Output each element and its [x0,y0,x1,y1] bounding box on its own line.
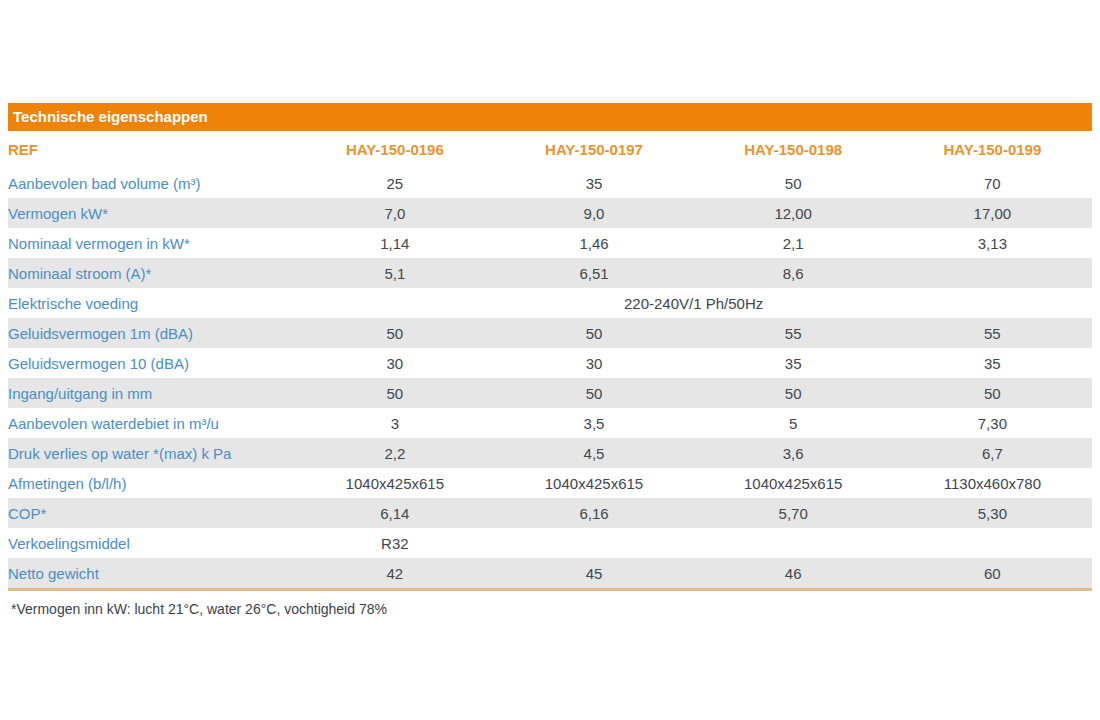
row-value [694,528,893,558]
row-value: 9,0 [494,198,693,228]
row-value: 42 [295,558,494,588]
row-value: 50 [494,318,693,348]
row-value: 8,6 [694,258,893,288]
row-value: 50 [295,318,494,348]
row-value [494,528,693,558]
row-value: 35 [494,168,693,198]
table-body: Aanbevolen bad volume (m³)25355070Vermog… [8,168,1092,588]
row-label: Aanbevolen bad volume (m³) [8,168,295,198]
row-value: 4,5 [494,438,693,468]
spec-table: REF HAY-150-0196HAY-150-0197HAY-150-0198… [8,131,1092,588]
row-value: 3 [295,408,494,438]
row-value: 7,30 [893,408,1092,438]
row-value: 30 [295,348,494,378]
row-value: 45 [494,558,693,588]
row-value: 1,14 [295,228,494,258]
table-row: Nominaal vermogen in kW*1,141,462,13,13 [8,228,1092,258]
row-value: 6,14 [295,498,494,528]
row-value: 6,51 [494,258,693,288]
row-value: 3,6 [694,438,893,468]
row-value: 50 [295,378,494,408]
row-value: 1040x425x615 [295,468,494,498]
ref-column-header: REF [8,131,295,168]
row-value: 50 [494,378,693,408]
row-value: 30 [494,348,693,378]
row-value: 5,70 [694,498,893,528]
table-row: Vermogen kW*7,09,012,0017,00 [8,198,1092,228]
table-row: Netto gewicht42454660 [8,558,1092,588]
table-row: Aanbevolen bad volume (m³)25355070 [8,168,1092,198]
row-value: 35 [694,348,893,378]
row-value: 1130x460x780 [893,468,1092,498]
product-column-header: HAY-150-0198 [694,131,893,168]
row-value: 3,5 [494,408,693,438]
page: Technische eigenschappen REF HAY-150-019… [0,0,1100,720]
row-label: Ingang/uitgang in mm [8,378,295,408]
row-label: Geluidsvermogen 1m (dBA) [8,318,295,348]
product-column-header: HAY-150-0196 [295,131,494,168]
row-value: 5,1 [295,258,494,288]
table-row: Ingang/uitgang in mm50505050 [8,378,1092,408]
row-value: 55 [893,318,1092,348]
table-header-row: REF HAY-150-0196HAY-150-0197HAY-150-0198… [8,131,1092,168]
table-row: COP*6,146,165,705,30 [8,498,1092,528]
row-value: 7,0 [295,198,494,228]
row-value [893,258,1092,288]
row-value: 70 [893,168,1092,198]
row-value: 50 [694,168,893,198]
row-label: Verkoelingsmiddel [8,528,295,558]
table-bottom-rule [8,588,1092,591]
row-label: Afmetingen (b/l/h) [8,468,295,498]
row-value: 17,00 [893,198,1092,228]
row-value: 3,13 [893,228,1092,258]
table-row: Afmetingen (b/l/h)1040x425x6151040x425x6… [8,468,1092,498]
row-value: 1040x425x615 [694,468,893,498]
row-value: 60 [893,558,1092,588]
row-label: Nominaal vermogen in kW* [8,228,295,258]
row-value: 50 [893,378,1092,408]
table-row: Nominaal stroom (A)*5,16,518,6 [8,258,1092,288]
row-label: Geluidsvermogen 10 (dBA) [8,348,295,378]
row-value: 12,00 [694,198,893,228]
row-value: 55 [694,318,893,348]
product-column-header: HAY-150-0199 [893,131,1092,168]
table-row: Aanbevolen waterdebiet in m³/u33,557,30 [8,408,1092,438]
row-value: 46 [694,558,893,588]
row-value [893,528,1092,558]
row-value: 6,7 [893,438,1092,468]
row-value: 35 [893,348,1092,378]
row-value: 5 [694,408,893,438]
table-row: Geluidsvermogen 10 (dBA)30303535 [8,348,1092,378]
row-value: 2,1 [694,228,893,258]
row-value: 50 [694,378,893,408]
row-value: R32 [295,528,494,558]
row-label: Aanbevolen waterdebiet in m³/u [8,408,295,438]
row-value: 6,16 [494,498,693,528]
table-row: Druk verlies op water *(max) k Pa2,24,53… [8,438,1092,468]
product-column-header: HAY-150-0197 [494,131,693,168]
row-span-value: 220-240V/1 Ph/50Hz [295,288,1092,318]
footnote: *Vermogen inn kW: lucht 21°C, water 26°C… [8,601,1092,617]
table-row: Elektrische voeding220-240V/1 Ph/50Hz [8,288,1092,318]
table-title-bar: Technische eigenschappen [8,103,1092,131]
row-value: 25 [295,168,494,198]
table-row: Geluidsvermogen 1m (dBA)50505555 [8,318,1092,348]
spec-table-section: Technische eigenschappen REF HAY-150-019… [8,103,1092,617]
row-value: 5,30 [893,498,1092,528]
row-label: Elektrische voeding [8,288,295,318]
row-label: Vermogen kW* [8,198,295,228]
row-label: Nominaal stroom (A)* [8,258,295,288]
row-value: 1,46 [494,228,693,258]
table-row: VerkoelingsmiddelR32 [8,528,1092,558]
row-label: COP* [8,498,295,528]
row-label: Netto gewicht [8,558,295,588]
row-label: Druk verlies op water *(max) k Pa [8,438,295,468]
row-value: 2,2 [295,438,494,468]
row-value: 1040x425x615 [494,468,693,498]
